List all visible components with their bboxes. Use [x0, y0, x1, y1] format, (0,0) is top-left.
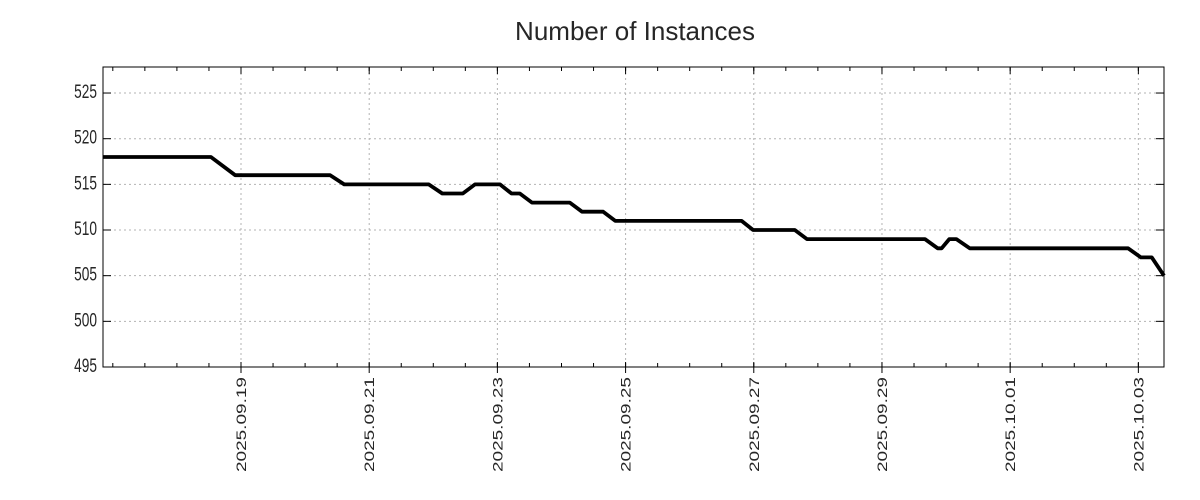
x-tick-label: 2025.10.03	[1131, 377, 1147, 472]
y-tick-label: 500	[74, 309, 97, 331]
y-tick-label: 505	[74, 263, 97, 285]
plot-border	[102, 66, 1165, 368]
y-tick-label: 525	[74, 81, 97, 103]
y-tick-label: 520	[74, 126, 97, 148]
x-tick-label: 2025.09.29	[875, 377, 891, 472]
x-tick-label: 2025.10.01	[1003, 377, 1019, 472]
y-tick-label: 495	[74, 355, 97, 377]
y-tick-label: 510	[74, 218, 97, 240]
x-tick-label: 2025.09.25	[618, 377, 634, 472]
y-tick-label: 515	[74, 172, 97, 194]
chart-title: Number of Instances	[515, 16, 755, 46]
x-tick-label: 2025.09.23	[490, 377, 506, 472]
series-instances	[103, 155, 1166, 277]
x-tick-label: 2025.09.27	[746, 377, 762, 472]
x-tick-label: 2025.09.21	[362, 377, 378, 472]
x-tick-label: 2025.09.19	[234, 377, 250, 472]
